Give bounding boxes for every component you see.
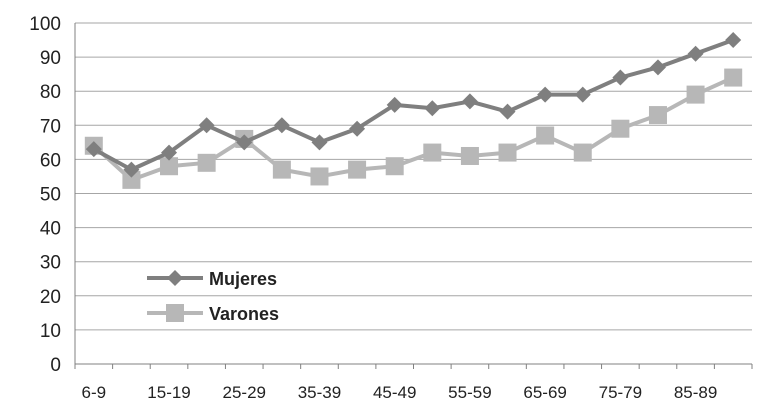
data-point [272, 160, 291, 179]
x-tick-label: 6-9 [82, 383, 107, 402]
y-tick-label: 20 [40, 287, 61, 308]
data-point [122, 170, 141, 189]
x-tick-label: 15-19 [147, 383, 190, 402]
data-point [236, 134, 253, 151]
data-point [160, 157, 179, 176]
legend-item-varones: Varones [147, 304, 279, 324]
y-tick-label: 0 [50, 355, 61, 376]
series [84, 32, 743, 189]
data-point [161, 144, 178, 161]
data-point [649, 59, 666, 76]
legend-label: Varones [209, 304, 279, 324]
data-point [537, 86, 554, 103]
data-point [724, 68, 743, 87]
data-point [573, 143, 592, 162]
data-point [423, 143, 442, 162]
y-tick-labels: 0 10 20 30 40 50 60 70 80 90 100 [29, 14, 61, 376]
series-varones [84, 68, 743, 189]
data-point [310, 167, 329, 186]
data-point [424, 100, 441, 117]
series-mujeres [85, 32, 742, 178]
data-point [612, 69, 629, 86]
x-tick-label: 85-89 [674, 383, 717, 402]
legend-marker [166, 304, 184, 322]
data-point [499, 103, 516, 120]
y-tick-label: 70 [40, 116, 61, 137]
data-point [349, 120, 366, 137]
legend-label: Mujeres [209, 269, 277, 289]
data-point [311, 134, 328, 151]
y-tick-label: 50 [40, 185, 61, 206]
legend: Mujeres Varones [147, 269, 279, 324]
x-tick-labels: 6-9 15-19 25-29 35-39 45-49 55-59 65-69 75-79 85… [82, 383, 718, 402]
data-point [386, 96, 403, 113]
data-point [123, 161, 140, 178]
data-point [461, 93, 478, 110]
data-point [198, 117, 215, 134]
y-tick-label: 10 [40, 321, 61, 342]
y-tick-label: 90 [40, 48, 61, 69]
x-tick-label: 45-49 [373, 383, 416, 402]
x-tick-label: 75-79 [599, 383, 642, 402]
data-point [498, 143, 517, 162]
legend-item-mujeres: Mujeres [147, 269, 277, 289]
data-point [574, 86, 591, 103]
series-line [92, 38, 734, 172]
y-tick-label: 60 [40, 150, 61, 171]
y-tick-label: 100 [29, 14, 61, 35]
x-tick-label: 35-39 [298, 383, 341, 402]
data-point [686, 85, 705, 104]
series-line [92, 75, 735, 182]
x-tick-label: 55-59 [448, 383, 491, 402]
legend-marker [167, 270, 183, 286]
data-point [648, 106, 667, 125]
data-point [460, 146, 479, 165]
data-point [725, 32, 742, 49]
x-tick-label: 65-69 [523, 383, 566, 402]
x-tick-label: 25-29 [223, 383, 266, 402]
data-point [85, 141, 102, 158]
data-point [273, 117, 290, 134]
data-point [611, 119, 630, 138]
y-tick-label: 40 [40, 219, 61, 240]
y-tick-label: 80 [40, 82, 61, 103]
data-point [348, 160, 367, 179]
data-point [687, 45, 704, 62]
y-tick-label: 30 [40, 253, 61, 274]
data-point [536, 126, 555, 145]
data-point [197, 153, 216, 172]
axes [74, 23, 753, 369]
data-point [385, 157, 404, 176]
